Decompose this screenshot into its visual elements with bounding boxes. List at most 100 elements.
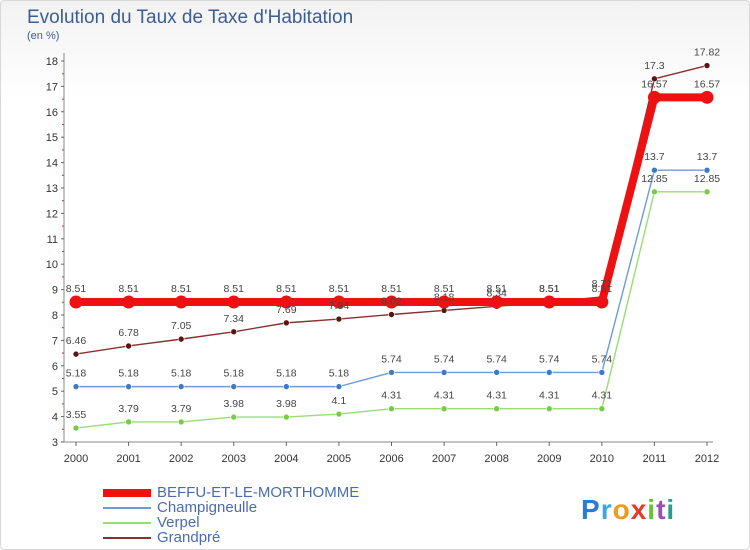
data-point <box>440 369 448 376</box>
y-tick-label: 10 <box>46 259 58 271</box>
data-label: 8.34 <box>486 287 507 299</box>
data-point <box>230 328 238 336</box>
data-point <box>542 295 556 309</box>
data-label: 5.18 <box>224 368 245 380</box>
legend-item: Grandpré <box>103 530 359 545</box>
data-label: 7.34 <box>224 313 245 325</box>
y-tick-label: 11 <box>47 234 58 246</box>
data-label: 5.74 <box>539 353 560 365</box>
logo-letter: o <box>612 494 631 525</box>
y-tick-label: 14 <box>46 158 58 170</box>
data-label: 4.31 <box>592 390 613 402</box>
data-point <box>125 383 132 390</box>
x-tick-label: 2011 <box>643 453 667 465</box>
unit-label: (en %) <box>27 30 60 42</box>
data-point <box>72 424 80 432</box>
chart-title: Evolution du Taux de Taxe d'Habitation <box>27 7 354 28</box>
data-point <box>283 319 290 327</box>
data-point <box>177 418 185 426</box>
x-tick-label: 2007 <box>432 453 456 465</box>
data-label: 8.51 <box>381 283 402 295</box>
data-point <box>125 342 132 350</box>
y-tick-label: 8 <box>52 310 58 322</box>
data-point <box>595 295 609 309</box>
data-label: 7.05 <box>171 320 192 332</box>
data-label: 3.79 <box>171 403 192 415</box>
data-point <box>72 350 80 358</box>
data-point <box>125 418 132 426</box>
data-point <box>651 166 658 174</box>
logo-letter: P <box>581 494 601 525</box>
data-label: 4.31 <box>434 390 455 402</box>
logo-letter: r <box>600 494 613 525</box>
data-point <box>122 295 136 309</box>
data-label: 8.02 <box>381 295 402 307</box>
legend-item: Champigneulle <box>103 500 359 515</box>
series-line <box>75 64 708 355</box>
legend-label: Grandpré <box>157 529 221 546</box>
legend-swatch <box>103 506 151 509</box>
y-tick-label: 12 <box>46 208 58 220</box>
data-point <box>545 405 553 413</box>
legend-label: Champigneulle <box>157 499 258 516</box>
data-label: 5.74 <box>592 353 613 365</box>
data-label: 4.31 <box>381 390 402 402</box>
data-label: 8.51 <box>224 283 245 295</box>
legend-swatch <box>103 536 151 539</box>
legend-label: Verpel <box>157 514 200 531</box>
data-point <box>703 166 711 174</box>
data-label: 8.51 <box>118 283 139 295</box>
data-point <box>703 188 711 196</box>
y-tick-label: 4 <box>52 412 58 424</box>
data-point <box>388 405 395 413</box>
y-tick-label: 5 <box>52 386 58 398</box>
x-tick-label: 2000 <box>64 453 88 465</box>
data-label: 3.98 <box>224 398 245 410</box>
legend-swatch <box>103 521 151 524</box>
series-champigneulle <box>72 166 711 390</box>
data-label: 17.82 <box>694 47 720 59</box>
x-tick-label: 2004 <box>274 453 298 465</box>
data-label: 5.18 <box>171 368 192 380</box>
y-tick-label: 6 <box>52 361 58 373</box>
y-tick-label: 17 <box>46 81 58 93</box>
x-tick-label: 2001 <box>116 453 140 465</box>
data-point <box>335 410 343 418</box>
data-label: 3.98 <box>276 398 297 410</box>
data-label: 6.46 <box>66 335 87 347</box>
data-label: 5.74 <box>434 353 455 365</box>
data-label: 16.57 <box>641 78 667 90</box>
data-point <box>335 315 343 323</box>
y-tick-label: 9 <box>52 285 58 297</box>
logo-letter: i <box>666 494 676 525</box>
data-label: 17.3 <box>644 60 665 72</box>
data-point <box>279 295 293 309</box>
data-label: 8.51 <box>329 283 350 295</box>
legend-swatch <box>103 488 151 497</box>
data-point <box>651 75 658 83</box>
y-tick-label: 3 <box>52 437 58 449</box>
data-label: 5.18 <box>66 368 87 380</box>
data-label: 8.71 <box>592 278 613 290</box>
data-label: 4.31 <box>539 390 560 402</box>
data-point <box>437 295 451 309</box>
legend: BEFFU-ET-LE-MORTHOMME Champigneulle Verpel… <box>103 485 359 545</box>
legend-item: Verpel <box>103 515 359 530</box>
data-point <box>332 295 346 309</box>
data-point <box>230 413 238 421</box>
data-label: 3.79 <box>118 403 139 415</box>
data-label: 8.51 <box>66 283 87 295</box>
data-point <box>490 295 504 309</box>
legend-item: BEFFU-ET-LE-MORTHOMME <box>103 485 359 500</box>
data-label: 4.1 <box>332 395 347 407</box>
data-label: 7.69 <box>276 304 297 316</box>
x-tick-label: 2009 <box>537 453 561 465</box>
data-label: 13.7 <box>644 151 665 163</box>
data-label: 7.84 <box>329 300 350 312</box>
data-label: 8.51 <box>486 283 507 295</box>
data-point <box>283 383 290 390</box>
series-verpel <box>72 188 711 432</box>
data-label: 12.85 <box>641 173 667 185</box>
data-label: 13.7 <box>697 151 718 163</box>
x-tick-label: 2006 <box>379 453 403 465</box>
